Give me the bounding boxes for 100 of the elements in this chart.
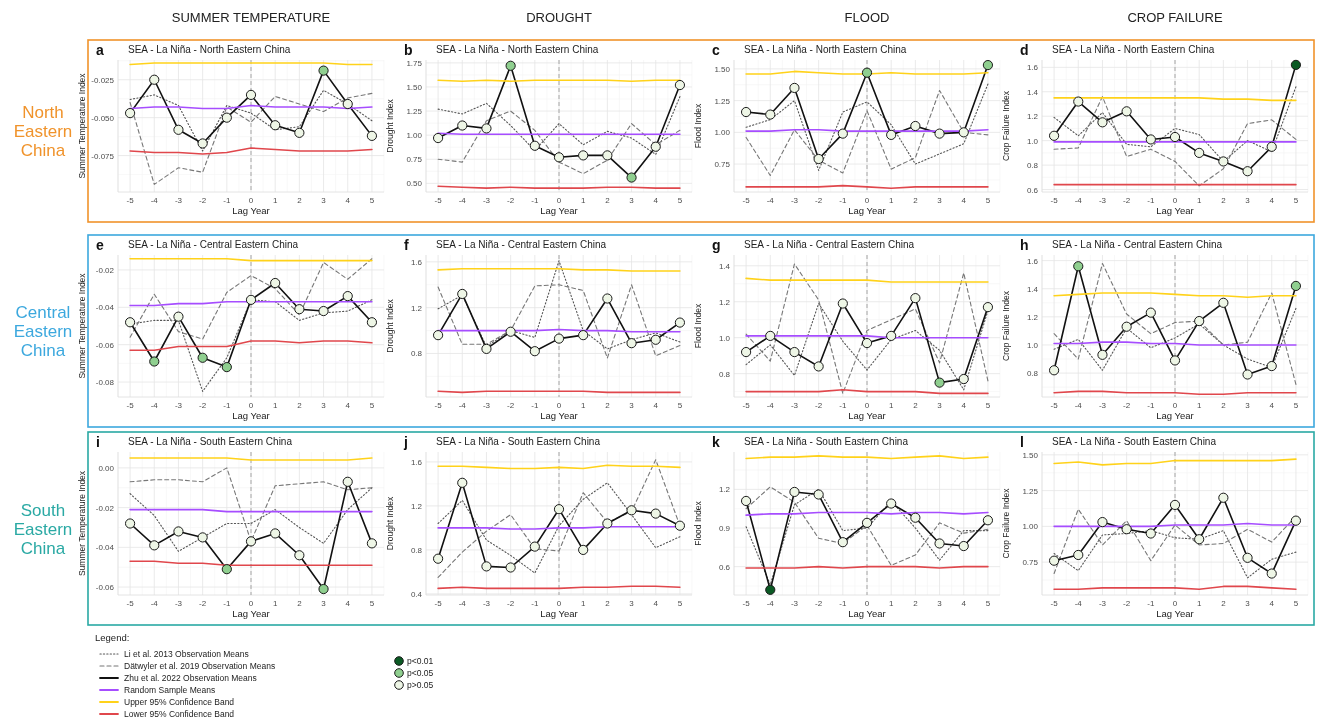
x-tick-label: -5 <box>126 401 135 410</box>
x-tick-label: 4 <box>653 599 659 608</box>
text: a <box>96 42 104 58</box>
x-tick-label: -4 <box>1074 196 1083 205</box>
point <box>958 127 969 138</box>
point <box>765 584 776 595</box>
y-tick-label: 0.8 <box>410 349 423 359</box>
x-tick-label: -3 <box>790 401 799 410</box>
x-tick-label: 5 <box>677 196 683 205</box>
chart-title: SEA - La Niña - North Eastern China <box>128 44 291 55</box>
point <box>674 79 686 91</box>
chart-title: SEA - La Niña - Central Eastern China <box>436 239 607 250</box>
chart-title: SEA - La Niña - North Eastern China <box>436 44 599 55</box>
x-tick-label: 1 <box>1196 196 1202 205</box>
x-tick-label: -2 <box>199 401 207 410</box>
text: North Eastern China <box>13 103 73 160</box>
x-tick-label: 5 <box>677 401 683 410</box>
point <box>626 338 637 349</box>
text: j <box>403 434 408 450</box>
point <box>318 305 329 317</box>
line-series <box>1053 307 1297 371</box>
point <box>650 141 661 152</box>
x-tick-label: -2 <box>507 599 515 608</box>
line-series <box>129 89 373 152</box>
x-tick-label: -4 <box>1074 401 1083 410</box>
text: e <box>96 237 104 253</box>
point <box>1097 516 1108 528</box>
point <box>432 132 444 144</box>
x-tick-label: 0 <box>248 196 254 205</box>
x-tick-label: -3 <box>482 196 491 205</box>
point <box>934 377 945 388</box>
y-tick-label: 1.25 <box>406 107 423 117</box>
y-axis-title: Crop Failure Index <box>1001 90 1011 161</box>
x-tick-label: -2 <box>199 599 207 608</box>
y-tick-label: 1.50 <box>406 82 423 92</box>
point <box>432 553 444 564</box>
y-tick-label: 0.4 <box>410 589 423 599</box>
x-tick-label: -3 <box>482 401 491 410</box>
point <box>294 550 305 561</box>
x-tick-label: 5 <box>985 401 991 410</box>
point <box>1169 355 1181 366</box>
point <box>270 120 281 131</box>
point <box>650 334 661 345</box>
text: FLOOD <box>844 10 890 25</box>
x-tick-label: -3 <box>790 196 799 205</box>
x-tick-label: -4 <box>458 401 467 410</box>
x-tick-label: 3 <box>937 401 943 410</box>
y-tick-label: 1.25 <box>714 96 731 106</box>
x-tick-label: -1 <box>839 401 847 410</box>
point <box>861 67 873 78</box>
point <box>318 583 329 595</box>
point <box>1121 524 1132 535</box>
point <box>1169 499 1181 511</box>
x-tick-label: 2 <box>913 401 919 410</box>
y-tick-label: 1.75 <box>406 58 423 68</box>
x-tick-label: 2 <box>1221 599 1227 608</box>
point <box>1290 59 1302 70</box>
x-tick-label: -4 <box>150 599 159 608</box>
point <box>481 343 492 354</box>
y-tick-label: 1.6 <box>1026 63 1039 73</box>
point <box>197 532 208 543</box>
x-tick-label: -1 <box>531 196 539 205</box>
point <box>837 128 848 139</box>
x-axis-title: Lag Year <box>232 410 270 421</box>
y-tick-label: 1.4 <box>1026 87 1039 97</box>
point <box>910 293 921 304</box>
x-tick-label: -1 <box>1147 401 1155 410</box>
legend-label: Zhu et al. 2022 Observation Means <box>124 673 257 683</box>
point <box>553 152 565 163</box>
x-tick-label: -2 <box>199 196 207 205</box>
point <box>1097 117 1108 128</box>
y-tick-label: 0.8 <box>718 369 731 379</box>
text: DROUGHT <box>526 10 592 25</box>
x-tick-label: -2 <box>815 599 823 608</box>
x-tick-label: 5 <box>369 401 375 410</box>
point <box>149 356 160 367</box>
chart-title: SEA - La Niña - Central Eastern China <box>128 239 299 250</box>
point <box>270 277 281 289</box>
x-tick-label: 5 <box>369 599 375 608</box>
x-tick-label: -2 <box>507 196 515 205</box>
legend-label: p>0.05 <box>407 680 434 690</box>
y-tick-label: -0.06 <box>95 583 115 593</box>
y-axis-title: Flood Index <box>693 500 703 546</box>
y-tick-label: 1.2 <box>718 297 731 307</box>
text: g <box>712 237 721 253</box>
x-tick-label: -5 <box>434 196 443 205</box>
x-tick-label: 3 <box>629 196 635 205</box>
y-tick-label: 0.8 <box>1026 161 1039 171</box>
point <box>245 294 257 305</box>
legend-label: Lower 95% Confidence Band <box>124 709 235 719</box>
point <box>1145 528 1156 539</box>
point <box>505 60 516 71</box>
line-series <box>745 263 989 394</box>
point <box>221 362 232 373</box>
y-tick-label: 0.50 <box>406 179 423 189</box>
x-tick-label: 3 <box>937 599 943 608</box>
x-tick-label: -4 <box>150 401 159 410</box>
point <box>529 346 540 357</box>
x-tick-label: -2 <box>815 401 823 410</box>
point <box>765 109 776 120</box>
